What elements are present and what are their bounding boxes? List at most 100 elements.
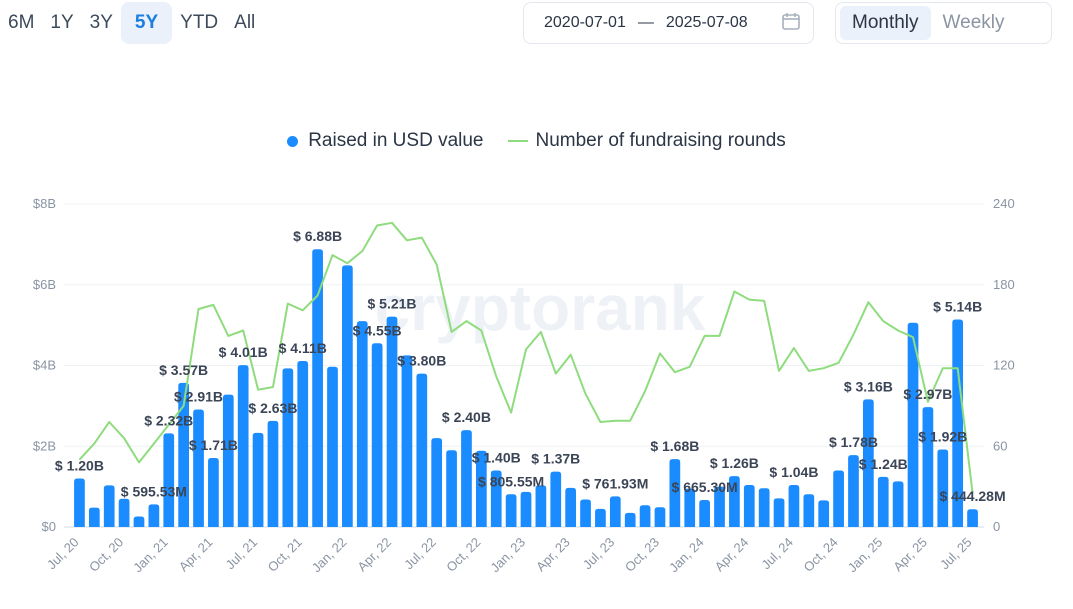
range-tab-3y[interactable]: 3Y (89, 12, 113, 33)
data-label: $ 4.01B (219, 344, 268, 360)
bar (550, 471, 562, 527)
bar (699, 499, 710, 527)
bar (208, 457, 219, 527)
date-range-picker[interactable]: 2020-07-01 — 2025-07-08 (523, 2, 814, 44)
x-tick-label: Jul, 21 (222, 535, 260, 573)
range-tab-6m[interactable]: 6M (8, 12, 35, 33)
x-tick-label: Oct, 20 (86, 535, 126, 575)
bar (133, 516, 145, 527)
bar (386, 316, 398, 527)
bar (669, 459, 681, 527)
bar (937, 449, 949, 527)
bar (431, 438, 443, 527)
data-label: $ 1.37B (531, 451, 580, 467)
bar (892, 481, 904, 527)
bar (520, 491, 532, 527)
legend-label-rounds: Number of fundraising rounds (535, 130, 786, 151)
bar (103, 485, 115, 527)
bar (714, 486, 725, 527)
calendar-icon[interactable] (781, 11, 801, 36)
bar (788, 485, 800, 527)
x-tick-label: Oct, 24 (800, 535, 840, 575)
bar (818, 500, 830, 527)
data-label: $ 1.92B (918, 428, 967, 444)
y-left-tick-label: $6B (33, 277, 56, 292)
date-from[interactable]: 2020-07-01 (544, 14, 626, 31)
bar (297, 361, 309, 527)
data-label: $ 2.91B (174, 389, 223, 405)
bar (267, 420, 279, 527)
range-tab-ytd[interactable]: YTD (180, 12, 219, 33)
legend-item-raised[interactable]: Raised in USD value (287, 130, 484, 152)
legend-label-raised: Raised in USD value (308, 130, 484, 151)
bar (535, 485, 547, 527)
bar (74, 478, 85, 527)
data-label: $ 3.16B (844, 378, 893, 394)
data-label: $ 5.14B (933, 298, 982, 314)
data-label: $ 1.78B (829, 434, 878, 450)
rounds-line (78, 221, 974, 494)
bar (609, 496, 621, 527)
bar (163, 433, 175, 527)
x-tick-label: Apr, 23 (533, 535, 573, 575)
data-label: $ 2.63B (248, 400, 297, 416)
bar (729, 476, 740, 527)
data-label: $ 4.11B (279, 340, 327, 356)
x-tick-label: Jan, 24 (666, 535, 707, 576)
period-monthly-button[interactable]: Monthly (840, 6, 931, 40)
date-separator: — (637, 14, 654, 31)
data-label: $ 1.24B (859, 456, 908, 472)
bar (148, 504, 160, 527)
range-tab-1y[interactable]: 1Y (50, 12, 74, 33)
bar (922, 407, 934, 527)
bar (565, 487, 577, 527)
y-left-tick-label: $2B (33, 438, 56, 453)
bar (863, 399, 874, 527)
bar (222, 394, 234, 527)
date-to[interactable]: 2025-07-08 (665, 14, 748, 31)
y-right-tick-label: 0 (993, 519, 1000, 534)
range-tab-5y[interactable]: 5Y (120, 2, 173, 44)
bar (967, 509, 978, 527)
data-label: $ 805.55M (478, 473, 544, 489)
x-tick-label: Oct, 23 (622, 535, 662, 575)
data-label: $ 2.97B (903, 386, 952, 402)
bar (743, 485, 755, 527)
bar (952, 319, 964, 527)
bar (907, 322, 919, 527)
bar (505, 494, 517, 527)
bar (877, 476, 889, 527)
data-label: $ 1.04B (769, 464, 818, 480)
bar (416, 373, 428, 527)
legend-item-rounds[interactable]: Number of fundraising rounds (507, 130, 786, 152)
data-label: $ 444.28M (939, 488, 1005, 504)
bar (475, 450, 487, 527)
bar (118, 498, 130, 527)
data-label: $ 2.32B (144, 412, 193, 428)
bar (758, 488, 770, 527)
bar (342, 265, 353, 527)
bar (446, 450, 457, 527)
x-tick-label: Jul, 23 (580, 535, 618, 573)
y-left-tick-label: $8B (33, 196, 56, 211)
x-tick-label: Jul, 22 (401, 535, 439, 573)
bar (624, 512, 636, 527)
period-weekly-button[interactable]: Weekly (942, 12, 1005, 33)
data-label: $ 3.57B (159, 362, 208, 378)
bar (252, 432, 264, 527)
data-label: $ 761.93M (582, 475, 648, 491)
bar (312, 249, 323, 527)
x-tick-label: Jan, 25 (845, 535, 886, 576)
x-tick-label: Oct, 22 (443, 535, 483, 575)
data-label: $ 1.20B (55, 458, 104, 474)
period-toggle: Monthly Weekly (835, 2, 1052, 44)
y-right-tick-label: 60 (993, 438, 1007, 453)
y-right-tick-label: 180 (993, 277, 1015, 292)
range-tab-all[interactable]: All (234, 12, 256, 33)
y-right-tick-label: 240 (993, 196, 1015, 211)
data-label: $ 2.40B (442, 409, 491, 425)
bar (371, 343, 383, 527)
bar (178, 382, 189, 527)
x-tick-label: Jan, 23 (487, 535, 528, 576)
x-tick-label: Jan, 22 (309, 535, 350, 576)
